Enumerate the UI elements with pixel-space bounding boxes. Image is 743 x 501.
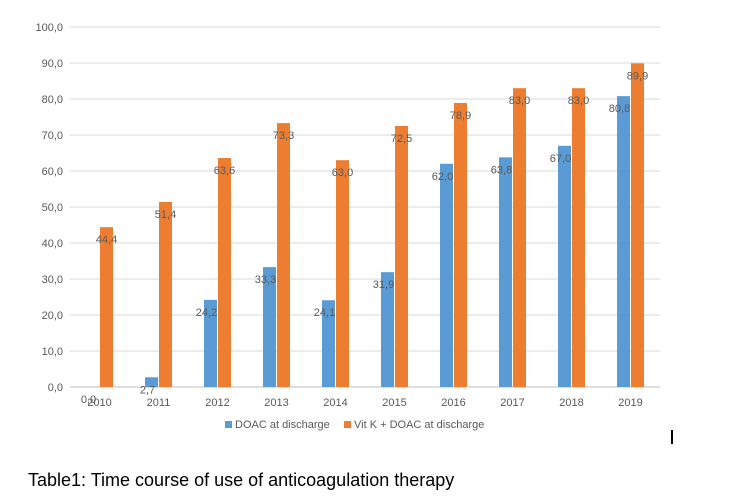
data-label-doac: 62,0 <box>432 171 453 183</box>
data-label-vitk-doac: 83,0 <box>568 95 589 107</box>
bar-vitk-doac <box>277 123 290 388</box>
data-label-vitk-doac: 63,6 <box>214 165 235 177</box>
data-label-vitk-doac: 44,4 <box>96 234 117 246</box>
bar-vitk-doac <box>395 126 408 387</box>
bar-doac <box>145 377 158 387</box>
bars <box>100 63 644 388</box>
bar-vitk-doac <box>572 88 585 387</box>
bar-doac <box>263 267 276 387</box>
data-label-doac: 24,2 <box>196 307 217 319</box>
x-tick-label: 2012 <box>205 397 229 409</box>
data-label-doac: 80,8 <box>609 103 630 115</box>
x-tick-label: 2017 <box>500 397 524 409</box>
bar-doac <box>322 300 335 387</box>
bar-vitk-doac <box>100 227 113 387</box>
data-label-doac: 0,0 <box>81 394 96 406</box>
y-tick-label: 10,0 <box>42 346 63 358</box>
y-tick-label: 100,0 <box>35 22 63 34</box>
bar-doac <box>381 272 394 387</box>
data-label-doac: 63,8 <box>491 164 512 176</box>
x-axis-ticks: 2010 2011 2012 2013 2014 2015 2016 2017 2018 2019 <box>87 397 642 409</box>
bar-doac <box>440 163 453 387</box>
bar-vitk-doac <box>454 102 467 388</box>
data-label-doac: 2,7 <box>140 384 155 396</box>
data-label-vitk-doac: 63,0 <box>332 167 353 179</box>
data-label-vitk-doac: 72,5 <box>391 133 412 145</box>
bar-chart: 0,0 10,0 20,0 30,0 40,0 50,0 60,0 70,0 80,0 90,0 1… <box>35 22 660 431</box>
x-tick-label: 2019 <box>618 397 642 409</box>
x-tick-label: 2015 <box>382 397 406 409</box>
data-label-doac: 24,1 <box>314 307 335 319</box>
gridlines <box>70 26 660 388</box>
legend-swatch-vitk-doac <box>344 421 351 428</box>
y-tick-label: 30,0 <box>42 274 63 286</box>
x-tick-label: 2011 <box>147 397 171 409</box>
bar-vitk-doac <box>336 160 349 387</box>
bar-vitk-doac <box>631 63 644 388</box>
y-tick-label: 20,0 <box>42 310 63 322</box>
legend-swatch-doac <box>225 421 232 428</box>
bar-doac <box>499 157 512 387</box>
bar-vitk-doac <box>513 88 526 387</box>
bar-doac <box>558 145 571 387</box>
y-tick-label: 50,0 <box>42 202 63 214</box>
legend-label-vitk-doac: Vit K + DOAC at discharge <box>354 419 484 431</box>
x-tick-label: 2013 <box>264 397 288 409</box>
data-label-vitk-doac: 83,0 <box>509 95 530 107</box>
data-label-vitk-doac: 89,9 <box>627 70 648 82</box>
y-tick-label: 80,0 <box>42 94 63 106</box>
data-label-vitk-doac: 73,3 <box>273 130 294 142</box>
x-tick-label: 2010 <box>87 397 111 409</box>
legend: DOAC at discharge Vit K + DOAC at discha… <box>225 419 484 431</box>
bar-doac <box>204 299 217 387</box>
data-label-vitk-doac: 51,4 <box>155 209 176 221</box>
data-label-doac: 33,3 <box>255 274 276 286</box>
bar-vitk-doac <box>218 158 231 387</box>
x-tick-label: 2016 <box>441 397 465 409</box>
y-tick-label: 40,0 <box>42 238 63 250</box>
x-tick-label: 2014 <box>323 397 347 409</box>
figure-caption: Table1: Time course of use of anticoagul… <box>28 470 455 490</box>
data-label-doac: 31,9 <box>373 279 394 291</box>
x-tick-label: 2018 <box>559 397 583 409</box>
y-axis-ticks: 0,0 10,0 20,0 30,0 40,0 50,0 60,0 70,0 80,0 90,0 1… <box>35 22 63 394</box>
y-tick-label: 70,0 <box>42 130 63 142</box>
y-tick-label: 90,0 <box>42 58 63 70</box>
bar-vitk-doac <box>159 201 172 387</box>
data-label-vitk-doac: 78,9 <box>450 110 471 122</box>
legend-label-doac: DOAC at discharge <box>235 419 330 431</box>
text-cursor <box>671 430 673 444</box>
data-labels: 0,0 44,4 2,7 51,4 24,2 63,6 33,3 73,3 24,1 63,0 31… <box>81 70 648 406</box>
bar-doac <box>617 96 630 388</box>
y-tick-label: 0,0 <box>48 382 63 394</box>
data-label-doac: 67,0 <box>550 153 571 165</box>
y-tick-label: 60,0 <box>42 166 63 178</box>
